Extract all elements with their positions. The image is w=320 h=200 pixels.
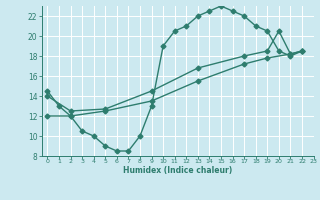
X-axis label: Humidex (Indice chaleur): Humidex (Indice chaleur)	[123, 166, 232, 175]
